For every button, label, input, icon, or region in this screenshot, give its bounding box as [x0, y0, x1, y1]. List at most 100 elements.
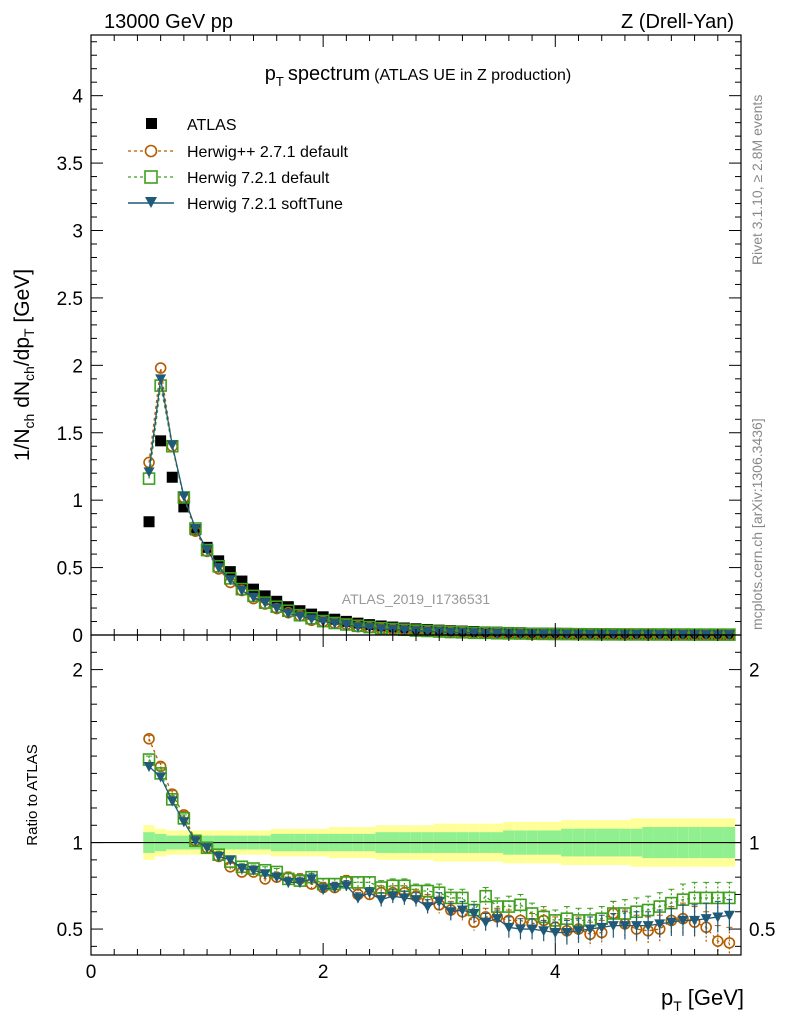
- main-point-series-0: [248, 583, 259, 595]
- ratio-point-series-2: [479, 889, 492, 903]
- main-point-series-3: [364, 623, 376, 634]
- ratio-point-series-3: [143, 761, 155, 772]
- y-tick-label: 4: [72, 87, 83, 108]
- main-point-series-3: [224, 575, 236, 586]
- ratio-point-series-3: [538, 926, 550, 937]
- ratio-point-series-2: [514, 898, 527, 912]
- rivet-version-label: Rivet 3.1.10, ≥ 2.8M events: [749, 95, 765, 265]
- ratio-point-series-3: [503, 922, 515, 933]
- x-tick-label: 0: [86, 962, 97, 983]
- ratio-point-series-3: [433, 896, 445, 907]
- main-point-series-0: [306, 608, 318, 620]
- legend-label-herwigpp: Herwig++ 2.7.1 default: [187, 144, 349, 161]
- ratio-point-series-3: [468, 908, 480, 919]
- main-point-series-3: [329, 618, 341, 629]
- ratio-point-series-3: [456, 905, 468, 916]
- y-tick-label: 2: [72, 356, 83, 377]
- main-point-series-3: [259, 598, 271, 609]
- main-point-series-0: [178, 501, 190, 513]
- main-point-series-0: [166, 471, 178, 483]
- ratio-point-series-3: [573, 926, 584, 937]
- main-point-series-3: [422, 626, 434, 637]
- ratio-point-series-3: [213, 851, 225, 862]
- y-tick-label: 0: [72, 626, 83, 647]
- ratio-point-series-3: [271, 872, 283, 883]
- main-point-series-3: [514, 629, 526, 640]
- plot-title: pT spectrum (ATLAS UE in Z production): [265, 63, 571, 89]
- legend-marker-herwig-softtune: [145, 197, 157, 208]
- ratio-point-series-3: [178, 817, 190, 828]
- ratio-point-series-3: [375, 895, 387, 906]
- ratio-panel-data: [91, 732, 741, 955]
- y-tick-label: 1.5: [57, 424, 83, 445]
- ratio-point-series-3: [398, 893, 410, 904]
- x-tick-label: 4: [550, 962, 561, 983]
- ratio-y-tick-label-right: 1: [749, 834, 760, 855]
- main-point-series-3: [398, 625, 410, 636]
- main-point-series-3: [143, 467, 155, 478]
- ratio-point-series-3: [306, 874, 318, 885]
- ratio-point-series-3: [596, 922, 608, 933]
- legend-marker-herwig-default: [144, 170, 158, 184]
- ratio-point-series-3: [480, 917, 492, 928]
- main-point-series-0: [282, 601, 294, 613]
- main-point-series-3: [340, 620, 352, 631]
- main-point-series-0: [259, 590, 271, 602]
- legend-label-herwig-default: Herwig 7.2.1 default: [187, 170, 330, 187]
- main-point-series-3: [375, 624, 387, 635]
- main-point-series-3: [166, 440, 178, 451]
- main-point-series-3: [271, 603, 283, 614]
- analysis-id-label: ATLAS_2019_I1736531: [342, 591, 491, 607]
- ratio-point-series-3: [631, 921, 643, 932]
- ratio-point-series-3: [155, 772, 167, 783]
- legend-label-atlas: ATLAS: [187, 117, 237, 134]
- main-point-series-0: [224, 566, 236, 578]
- ratio-point-series-3: [619, 921, 631, 932]
- axes: 0 2 400.511.522.533.540.5 0.51 12 2: [57, 34, 775, 983]
- ratio-point-series-3: [387, 891, 399, 902]
- ratio-point-series-3: [189, 836, 201, 847]
- ratio-y-tick-label-right: 0.5: [749, 920, 775, 941]
- ratio-point-series-3: [294, 877, 306, 888]
- main-point-series-3: [306, 614, 318, 625]
- ratio-point-series-1: [143, 732, 155, 745]
- main-point-series-3: [201, 545, 213, 556]
- main-point-series-3: [468, 628, 480, 639]
- main-point-series-3: [352, 622, 364, 633]
- main-point-series-3: [491, 628, 503, 639]
- main-point-series-3: [213, 563, 225, 574]
- ratio-y-tick-label-right: 2: [749, 661, 760, 682]
- ratio-point-series-1: [711, 935, 724, 947]
- legend-marker-herwigpp: [144, 144, 158, 158]
- ratio-point-series-3: [700, 914, 712, 925]
- ratio-point-series-3: [526, 924, 538, 935]
- ratio-point-series-3: [689, 915, 701, 926]
- main-point-series-3: [294, 611, 306, 622]
- ratio-frame: [90, 634, 742, 956]
- main-point-series-3: [317, 617, 329, 628]
- ratio-point-series-3: [410, 895, 422, 906]
- legend-label-herwig-softtune: Herwig 7.2.1 softTune: [187, 196, 343, 213]
- ratio-y-axis-label: Ratio to ATLAS: [24, 744, 41, 845]
- ratio-point-series-3: [317, 884, 329, 895]
- y-tick-label: 1: [72, 491, 83, 512]
- y-tick-label: 3.5: [57, 154, 83, 175]
- header-left: 13000 GeV pp: [104, 11, 233, 33]
- ratio-point-series-3: [642, 921, 654, 932]
- legend: ATLAS Herwig++ 2.7.1 default Herwig 7.2.…: [128, 117, 349, 213]
- ratio-line-series-2: [148, 759, 730, 922]
- ratio-point-series-3: [677, 915, 689, 926]
- ratio-y-tick-label: 0.5: [57, 920, 83, 941]
- main-point-series-3: [155, 374, 167, 385]
- ratio-point-series-3: [561, 928, 573, 939]
- ratio-point-series-3: [607, 921, 619, 932]
- mcplots-label: mcplots.cern.ch [arXiv:1306.3436]: [749, 418, 765, 630]
- ratio-point-series-3: [445, 907, 457, 918]
- ratio-point-series-3: [224, 855, 236, 866]
- main-point-series-0: [236, 575, 248, 587]
- ratio-point-series-3: [422, 902, 434, 913]
- ratio-point-series-3: [665, 917, 677, 928]
- main-y-axis-label: 1/Nch dNch/dpT [GeV]: [11, 269, 37, 461]
- ratio-y-tick-label: 2: [72, 661, 83, 682]
